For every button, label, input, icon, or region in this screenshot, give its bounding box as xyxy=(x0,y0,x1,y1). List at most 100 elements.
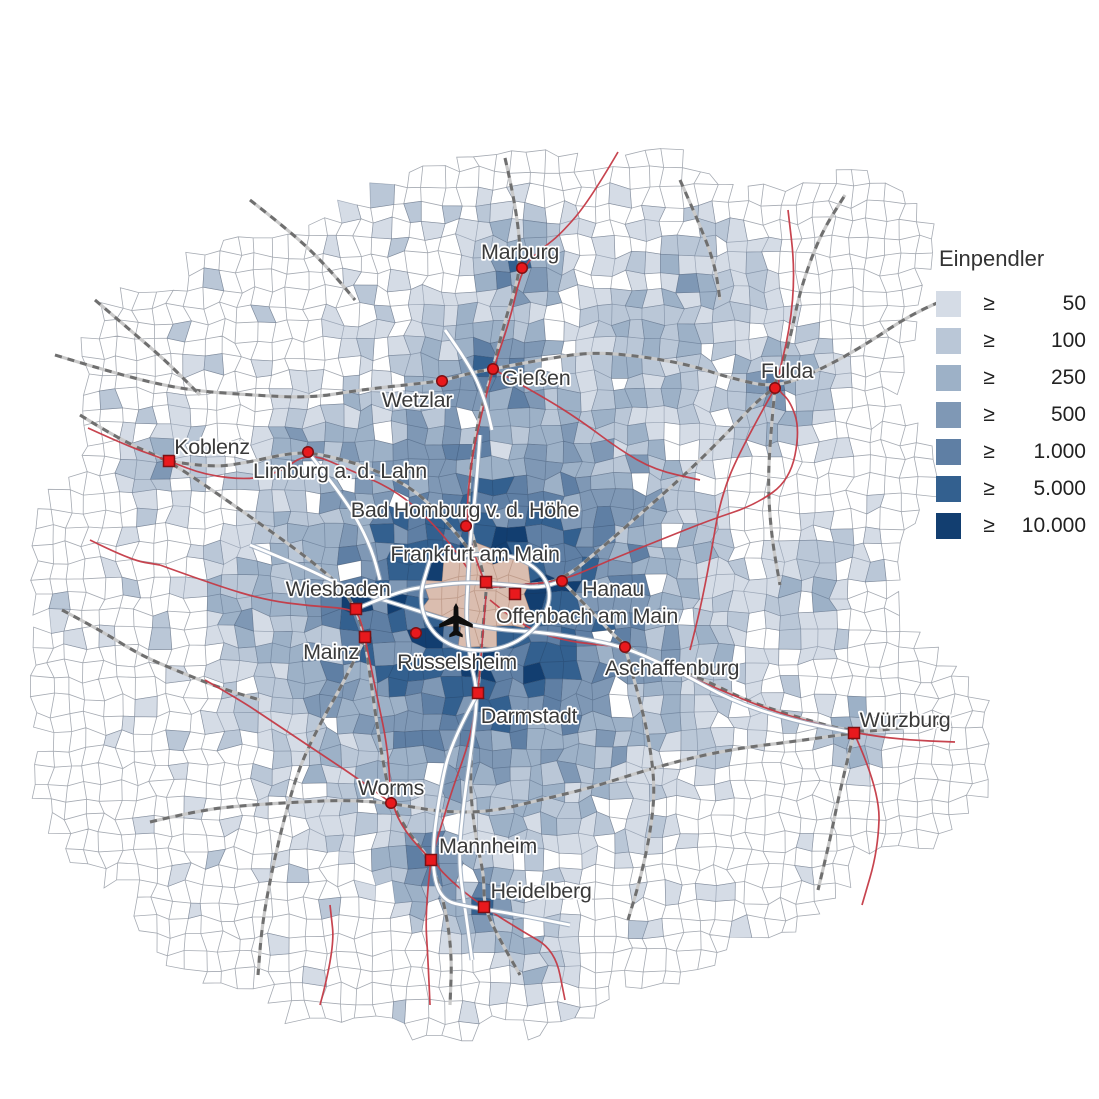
legend-gte-symbol: ≥ xyxy=(983,291,995,315)
main-road xyxy=(319,904,334,1006)
city-marker-limburg-a-d-lahn xyxy=(301,445,315,459)
city-label: Bad Homburg v. d. Höhe xyxy=(351,498,579,522)
legend-title: Einpendler xyxy=(939,246,1045,271)
city-marker-darmstadt xyxy=(471,686,485,700)
railway-line xyxy=(249,198,357,301)
city-marker-gie-en xyxy=(486,362,500,376)
legend-gte-symbol: ≥ xyxy=(983,439,995,463)
city-label: Frankfurt am Main xyxy=(390,542,559,566)
city-marker-wiesbaden xyxy=(349,602,363,616)
main-road xyxy=(159,564,366,639)
city-label: Worms xyxy=(358,776,424,800)
railway-line xyxy=(168,451,480,566)
railway-line xyxy=(560,579,951,733)
legend-row: ≥5.000 xyxy=(936,470,1086,507)
main-road xyxy=(89,539,161,566)
legend-swatch xyxy=(936,512,961,539)
city-label: Fulda xyxy=(761,359,814,383)
city-marker-fulda xyxy=(768,381,782,395)
legend-row: ≥500 xyxy=(936,396,1086,433)
motorway-line xyxy=(249,543,855,735)
city-label: Rüsselsheim xyxy=(397,650,517,674)
city-marker-mainz xyxy=(358,630,372,644)
railway-line xyxy=(623,646,656,921)
legend-swatch xyxy=(936,364,961,391)
legend-value: 250 xyxy=(1050,365,1086,389)
legend-gte-symbol: ≥ xyxy=(983,476,995,500)
city-label: Mainz xyxy=(303,640,359,664)
legend-value: 100 xyxy=(1050,328,1086,352)
legend-gte-symbol: ≥ xyxy=(983,402,995,426)
city-label: Gießen xyxy=(502,366,571,390)
city-marker-mannheim xyxy=(424,853,438,867)
airplane-icon xyxy=(439,603,473,638)
legend-swatch xyxy=(936,327,961,354)
main-road xyxy=(492,368,701,481)
main-road xyxy=(425,859,432,1006)
city-label: Offenbach am Main xyxy=(496,604,678,628)
legend-gte-symbol: ≥ xyxy=(983,513,995,537)
motorway-line xyxy=(306,451,382,581)
railway-line xyxy=(94,298,202,397)
railway-line xyxy=(816,732,856,891)
legend-row: ≥10.000 xyxy=(936,507,1086,544)
railway-line xyxy=(54,293,956,399)
city-marker-marburg xyxy=(515,261,529,275)
legend-swatch xyxy=(936,475,961,502)
main-road xyxy=(689,387,776,651)
motorway-line xyxy=(419,552,551,652)
city-label: Wetzlar xyxy=(382,388,453,412)
motorway-line xyxy=(355,579,563,611)
legend-swatch xyxy=(936,401,961,428)
city-markers-layer xyxy=(162,261,861,914)
city-marker-heidelberg xyxy=(477,900,491,914)
city-marker-frankfurt-am-main xyxy=(479,575,493,589)
legend-row: ≥100 xyxy=(936,322,1086,359)
railway-line xyxy=(485,194,847,590)
main-road xyxy=(364,637,432,861)
main-road xyxy=(466,151,619,586)
railway-line xyxy=(149,731,855,824)
motorway-line xyxy=(431,692,571,927)
city-marker-wetzlar xyxy=(435,374,449,388)
legend-value: 5.000 xyxy=(1033,476,1086,500)
legend-gte-symbol: ≥ xyxy=(983,365,995,389)
motorway-layer xyxy=(249,328,855,961)
main-road xyxy=(204,679,392,804)
main-road xyxy=(485,209,799,589)
city-label: Darmstadt xyxy=(481,704,578,728)
legend: Einpendler ≥50 ≥100 ≥250 ≥500 ≥1.000 ≥5.000 ≥1… xyxy=(936,246,1086,544)
city-marker-w-rzburg xyxy=(847,726,861,740)
city-marker-bad-homburg-v-d-h-he xyxy=(459,519,473,533)
city-marker-worms xyxy=(384,796,398,810)
legend-swatch xyxy=(936,438,961,465)
city-labels-layer: Marburg Wetzlar Gießen Fulda KoblenzLimburg … xyxy=(172,238,952,904)
city-marker-r-sselsheim xyxy=(409,626,423,640)
railway-line xyxy=(767,387,782,586)
city-label: Marburg xyxy=(481,240,559,264)
legend-gte-symbol: ≥ xyxy=(983,328,995,352)
motorway-line xyxy=(443,329,494,431)
main-road xyxy=(853,732,880,906)
railway-line xyxy=(678,179,722,301)
legend-value: 500 xyxy=(1050,402,1086,426)
legend-row: ≥250 xyxy=(936,359,1086,396)
city-marker-offenbach-am-main xyxy=(508,587,522,601)
city-marker-hanau xyxy=(555,574,569,588)
legend-value: 10.000 xyxy=(1021,513,1086,537)
legend-value: 50 xyxy=(1062,291,1086,315)
city-marker-koblenz xyxy=(162,454,176,468)
city-label: Hanau xyxy=(582,577,644,601)
legend-row: ≥1.000 xyxy=(936,433,1086,470)
railway-line xyxy=(256,637,367,976)
city-label: Limburg a. d. Lahn xyxy=(253,459,427,483)
legend-row: ≥50 xyxy=(936,285,1086,322)
legend-swatch xyxy=(936,290,961,317)
airport-layer xyxy=(439,603,473,638)
city-label: Koblenz xyxy=(174,435,250,459)
legend-value: 1.000 xyxy=(1033,439,1086,463)
city-label: Würzburg xyxy=(860,708,951,732)
legend-rows: ≥50 ≥100 ≥250 ≥500 ≥1.000 ≥5.000 ≥10.000 xyxy=(936,285,1086,544)
railway-line xyxy=(469,591,522,976)
